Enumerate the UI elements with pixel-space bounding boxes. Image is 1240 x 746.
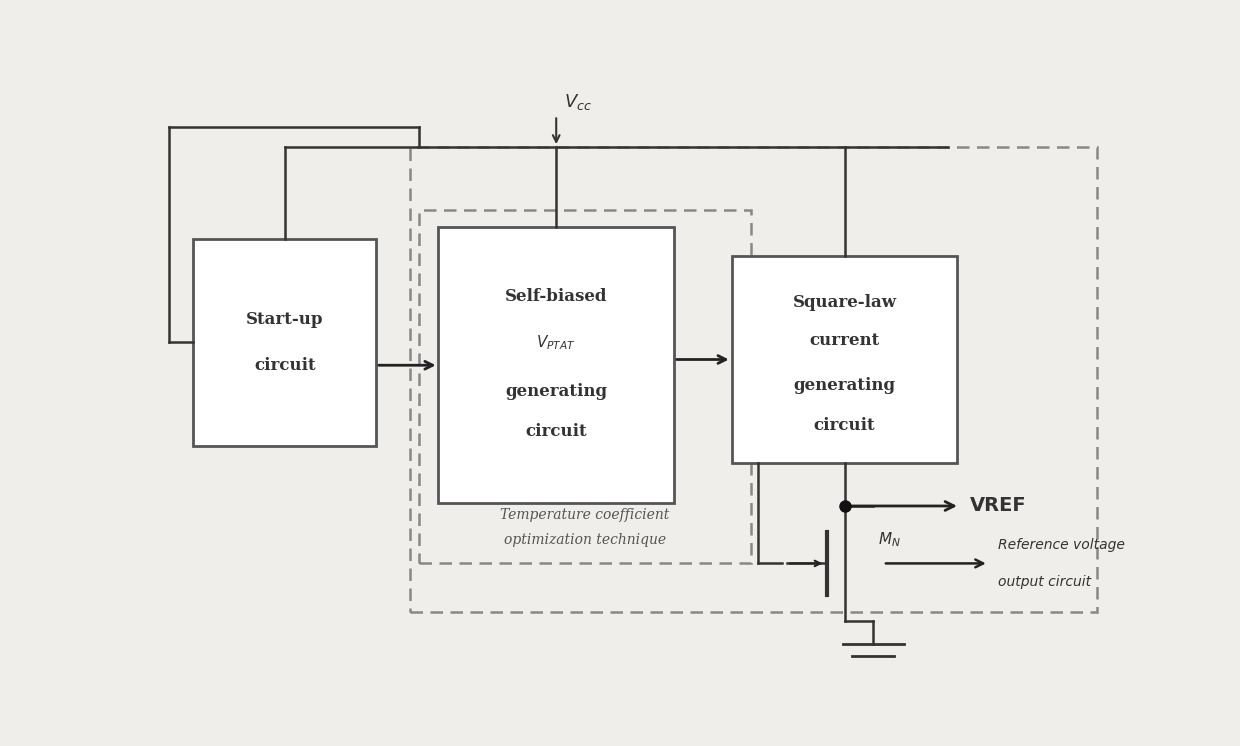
Text: generating: generating [794, 377, 895, 394]
Text: optimization technique: optimization technique [503, 533, 666, 548]
Text: $V_{cc}$: $V_{cc}$ [564, 93, 591, 113]
Bar [193, 239, 376, 445]
Bar [439, 228, 675, 503]
Text: $V_{PTAT}$: $V_{PTAT}$ [536, 333, 577, 351]
Bar [732, 256, 957, 463]
Text: Temperature coefficient: Temperature coefficient [501, 507, 670, 521]
Text: output circuit: output circuit [998, 575, 1091, 589]
Bar [409, 147, 1096, 612]
Text: circuit: circuit [813, 417, 875, 434]
Text: Self-biased: Self-biased [505, 288, 608, 305]
Text: VREF: VREF [970, 497, 1025, 515]
Text: $M_N$: $M_N$ [878, 530, 901, 549]
Text: circuit: circuit [254, 357, 315, 374]
Text: generating: generating [505, 383, 608, 400]
Text: circuit: circuit [526, 423, 587, 440]
Text: Square-law: Square-law [792, 294, 897, 310]
Text: Reference voltage: Reference voltage [998, 538, 1125, 552]
Text: Start-up: Start-up [246, 311, 324, 327]
Text: current: current [810, 332, 879, 349]
Bar [419, 210, 750, 563]
